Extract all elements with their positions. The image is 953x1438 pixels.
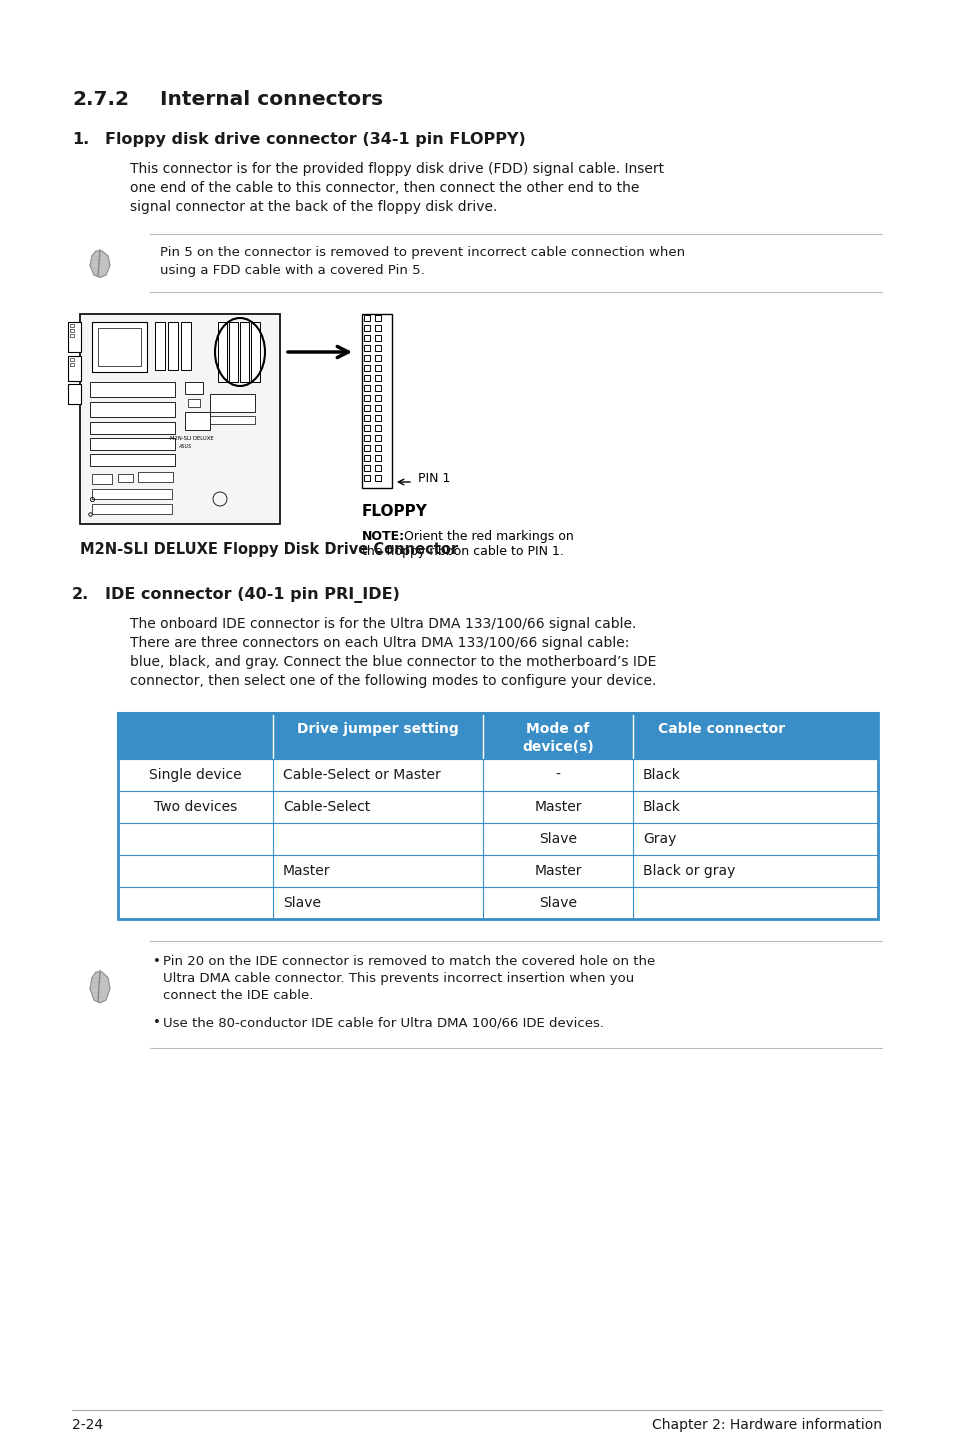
Text: Chapter 2: Hardware information: Chapter 2: Hardware information <box>651 1418 882 1432</box>
Text: one end of the cable to this connector, then connect the other end to the: one end of the cable to this connector, … <box>130 181 639 196</box>
Text: IDE connector (40-1 pin PRI_IDE): IDE connector (40-1 pin PRI_IDE) <box>105 587 399 603</box>
Text: •: • <box>152 1017 161 1030</box>
Text: NOTE:: NOTE: <box>361 531 405 544</box>
Bar <box>118 759 877 791</box>
Bar <box>118 856 877 887</box>
Text: 1.: 1. <box>71 132 90 147</box>
Text: PIN 1: PIN 1 <box>417 473 450 486</box>
Text: There are three connectors on each Ultra DMA 133/100/66 signal cable:: There are three connectors on each Ultra… <box>130 636 629 650</box>
Bar <box>90 383 174 397</box>
Text: Use the 80-conductor IDE cable for Ultra DMA 100/66 IDE devices.: Use the 80-conductor IDE cable for Ultra… <box>163 1017 603 1030</box>
Text: Cable-Select or Master: Cable-Select or Master <box>283 768 440 782</box>
Bar <box>68 384 81 404</box>
Text: M2N-SLI DELUXE Floppy Disk Drive Connector: M2N-SLI DELUXE Floppy Disk Drive Connect… <box>80 542 457 557</box>
Bar <box>138 472 172 482</box>
Text: Pin 20 on the IDE connector is removed to match the covered hole on the: Pin 20 on the IDE connector is removed t… <box>163 955 655 968</box>
Bar <box>70 358 74 361</box>
Text: Black: Black <box>642 800 680 814</box>
Text: connector, then select one of the following modes to configure your device.: connector, then select one of the follow… <box>130 674 656 687</box>
Text: Drive jumper setting: Drive jumper setting <box>296 722 458 736</box>
Bar <box>90 403 174 417</box>
Text: 2.7.2: 2.7.2 <box>71 91 129 109</box>
Text: Black or gray: Black or gray <box>642 864 735 879</box>
Text: FLOPPY: FLOPPY <box>361 503 428 519</box>
Text: Black: Black <box>642 768 680 782</box>
Text: •: • <box>152 955 161 968</box>
Text: Ultra DMA cable connector. This prevents incorrect insertion when you: Ultra DMA cable connector. This prevents… <box>163 972 634 985</box>
Bar <box>91 475 112 485</box>
Text: This connector is for the provided floppy disk drive (FDD) signal cable. Insert: This connector is for the provided flopp… <box>130 162 663 175</box>
Bar <box>90 454 174 466</box>
Bar <box>210 394 254 413</box>
Text: Slave: Slave <box>538 833 577 846</box>
Bar <box>185 383 203 394</box>
Bar <box>118 713 877 759</box>
Text: Gray: Gray <box>642 833 676 846</box>
Bar <box>80 313 280 523</box>
Bar <box>240 322 249 383</box>
Text: The onboard IDE connector is for the Ultra DMA 133/100/66 signal cable.: The onboard IDE connector is for the Ult… <box>130 617 636 631</box>
Bar <box>70 334 74 336</box>
Text: 2-24: 2-24 <box>71 1418 103 1432</box>
Bar <box>118 791 877 823</box>
Text: Master: Master <box>534 800 581 814</box>
Bar <box>185 413 210 430</box>
Polygon shape <box>90 972 110 1002</box>
Bar <box>181 322 191 370</box>
Text: Master: Master <box>283 864 330 879</box>
Text: Cable connector: Cable connector <box>658 722 784 736</box>
Text: -: - <box>555 768 559 782</box>
Bar <box>68 357 81 381</box>
Text: Master: Master <box>534 864 581 879</box>
Bar <box>188 398 200 407</box>
Text: Two devices: Two devices <box>153 800 237 814</box>
Bar <box>251 322 260 383</box>
Text: Cable-Select: Cable-Select <box>283 800 370 814</box>
Bar <box>70 362 74 367</box>
Bar <box>229 322 237 383</box>
Text: Internal connectors: Internal connectors <box>160 91 383 109</box>
Bar <box>70 324 74 326</box>
Bar <box>90 421 174 434</box>
Text: signal connector at the back of the floppy disk drive.: signal connector at the back of the flop… <box>130 200 497 214</box>
Bar <box>154 322 165 370</box>
Text: M2N-SLI DELUXE: M2N-SLI DELUXE <box>170 436 213 441</box>
Bar <box>118 713 877 919</box>
Text: Single device: Single device <box>149 768 241 782</box>
Text: connect the IDE cable.: connect the IDE cable. <box>163 989 313 1002</box>
Text: Orient the red markings on: Orient the red markings on <box>399 531 573 544</box>
Text: blue, black, and gray. Connect the blue connector to the motherboard’s IDE: blue, black, and gray. Connect the blue … <box>130 654 656 669</box>
Bar <box>70 329 74 332</box>
Bar <box>91 489 172 499</box>
Text: the floppy ribbon cable to PIN 1.: the floppy ribbon cable to PIN 1. <box>361 545 563 558</box>
Text: using a FDD cable with a covered Pin 5.: using a FDD cable with a covered Pin 5. <box>160 265 424 278</box>
Text: Pin 5 on the connector is removed to prevent incorrect cable connection when: Pin 5 on the connector is removed to pre… <box>160 246 684 259</box>
Text: Slave: Slave <box>538 896 577 910</box>
Bar <box>210 416 254 424</box>
Bar <box>218 322 227 383</box>
Bar <box>98 328 141 367</box>
Bar <box>118 887 877 919</box>
Text: Slave: Slave <box>283 896 320 910</box>
Bar <box>118 475 132 482</box>
Bar <box>91 503 172 513</box>
Bar <box>91 322 147 372</box>
Text: ASUS: ASUS <box>178 444 191 449</box>
Bar <box>118 823 877 856</box>
Bar <box>361 313 392 487</box>
Text: Mode of
device(s): Mode of device(s) <box>521 722 594 754</box>
Polygon shape <box>90 252 110 278</box>
Bar <box>90 439 174 450</box>
Text: Floppy disk drive connector (34-1 pin FLOPPY): Floppy disk drive connector (34-1 pin FL… <box>105 132 525 147</box>
Bar <box>168 322 178 370</box>
Text: 2.: 2. <box>71 587 90 603</box>
Bar <box>68 322 81 352</box>
